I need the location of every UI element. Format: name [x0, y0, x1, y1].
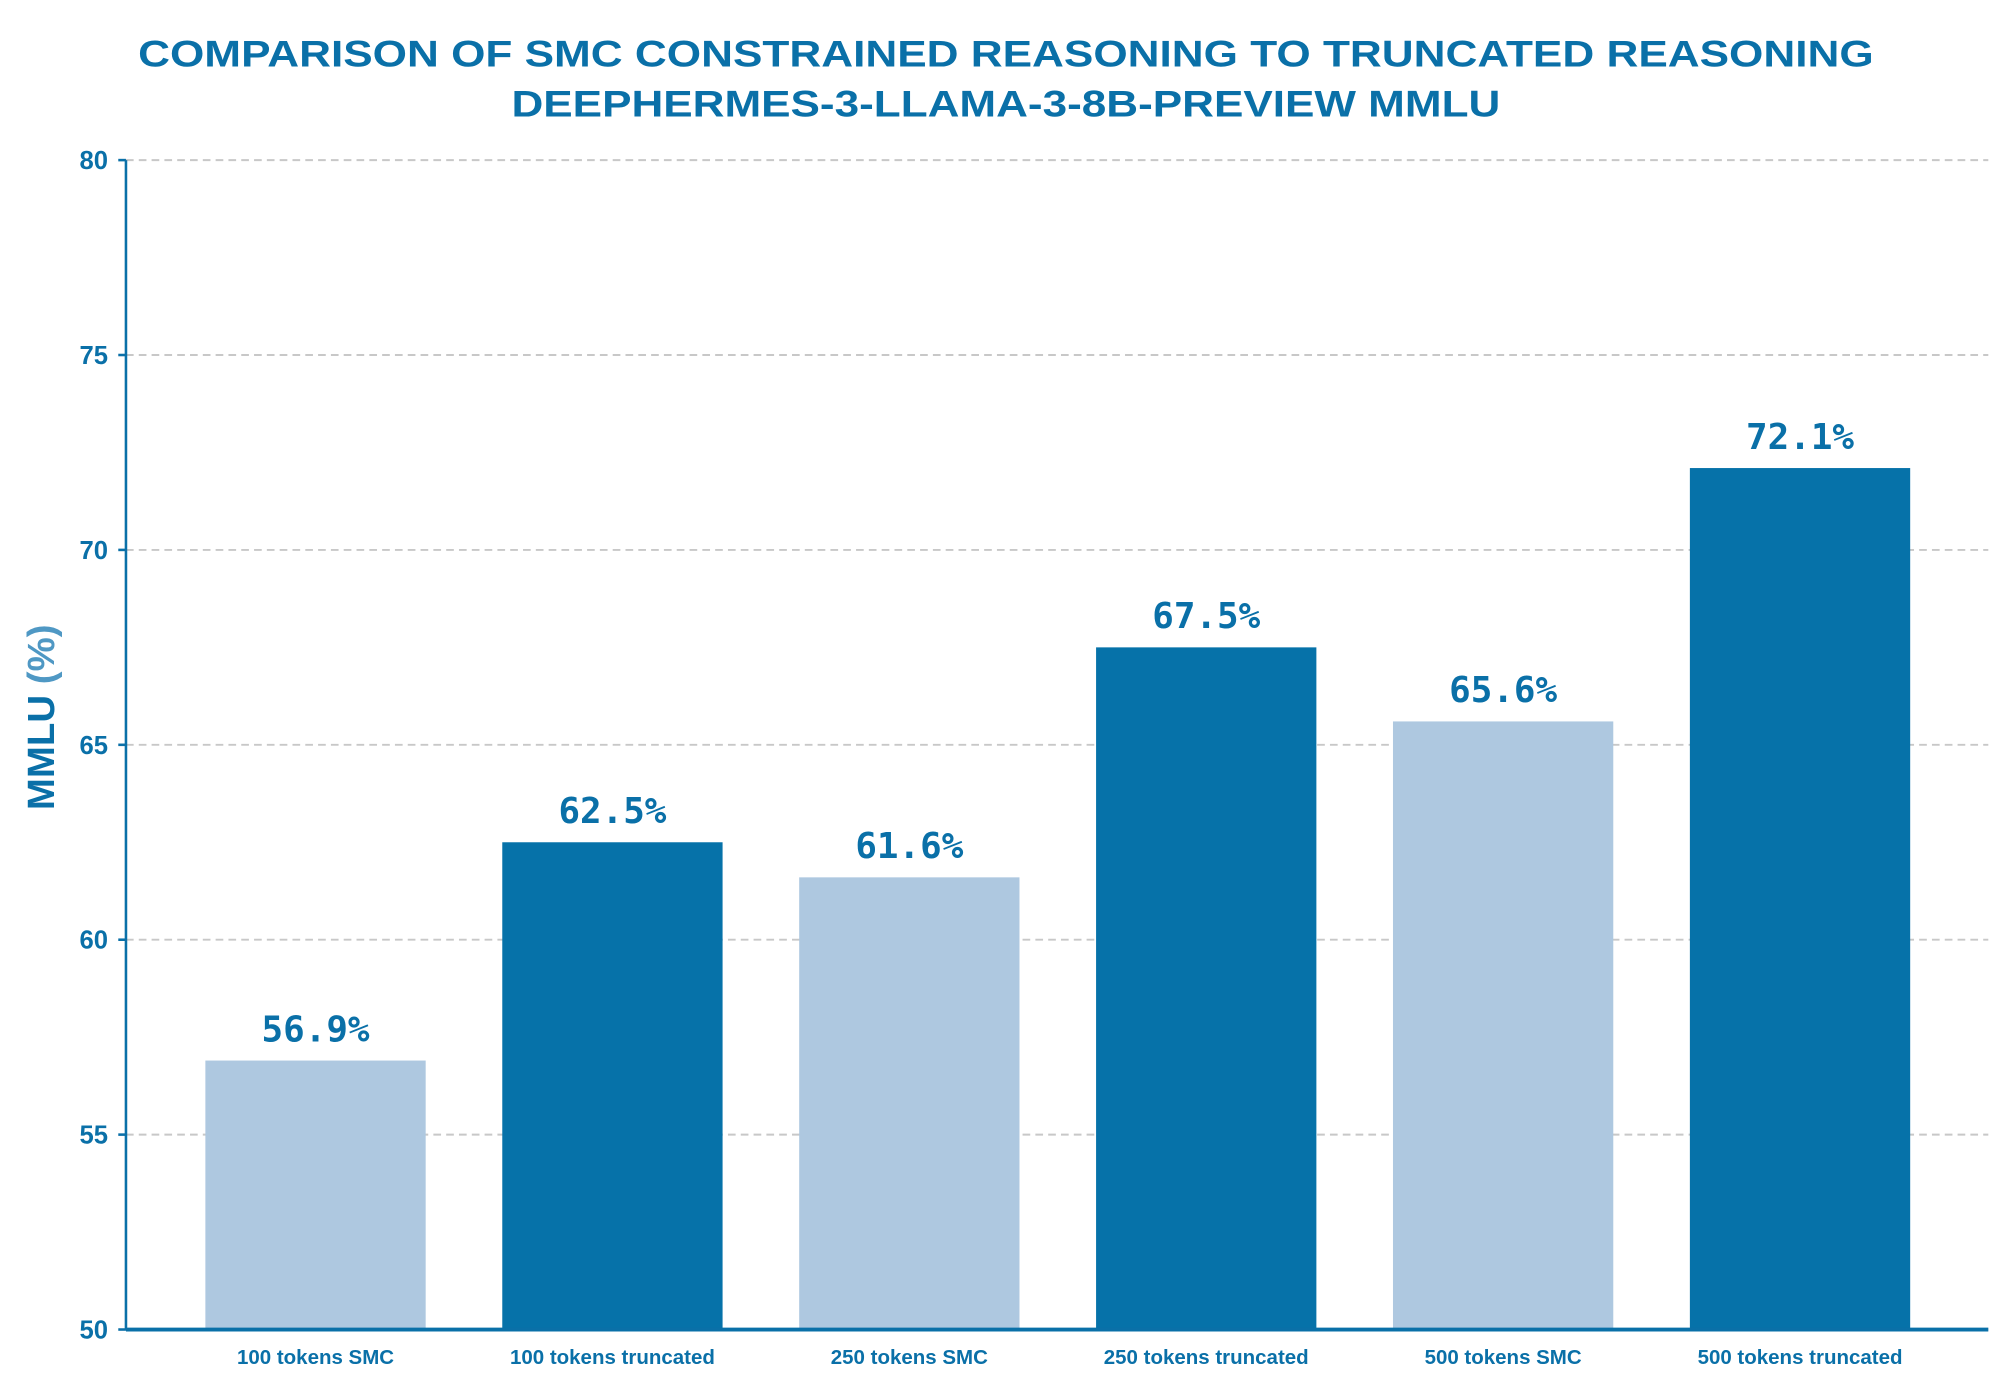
y-tick-label: 70: [80, 537, 109, 565]
x-tick-label: 250 tokens truncated: [1104, 1346, 1309, 1369]
data-label: 65.6%: [1449, 670, 1557, 711]
data-label: 67.5%: [1152, 596, 1260, 637]
bar: [205, 1060, 426, 1330]
data-label: 62.5%: [558, 791, 666, 832]
y-axis-label: MMLU (%): [20, 624, 63, 810]
x-tick-label: 250 tokens SMC: [831, 1346, 988, 1369]
x-tick-label: 500 tokens truncated: [1698, 1346, 1903, 1369]
bar: [502, 842, 723, 1330]
y-tick-label: 60: [80, 927, 109, 955]
bar: [1392, 721, 1614, 1330]
data-label: 56.9%: [262, 1009, 370, 1050]
data-label: 61.6%: [855, 826, 963, 867]
y-tick-label: 65: [80, 732, 109, 760]
x-tick-label: 100 tokens SMC: [237, 1346, 394, 1369]
y-tick-label: 75: [80, 342, 109, 370]
y-tick-label: 80: [80, 147, 109, 175]
bar: [1096, 647, 1317, 1330]
x-tick-label: 100 tokens truncated: [510, 1346, 715, 1369]
chart-subtitle: DEEPHERMES-3-LLAMA-3-8B-PREVIEW MMLU: [511, 83, 1500, 125]
bar: [1689, 468, 1911, 1330]
y-tick-label: 55: [80, 1122, 109, 1150]
bar: [799, 877, 1020, 1330]
chart-title: COMPARISON OF SMC CONSTRAINED REASONING …: [138, 33, 1874, 75]
x-tick-label: 500 tokens SMC: [1425, 1346, 1582, 1369]
data-label: 72.1%: [1746, 417, 1854, 458]
y-tick-label: 50: [80, 1316, 109, 1344]
